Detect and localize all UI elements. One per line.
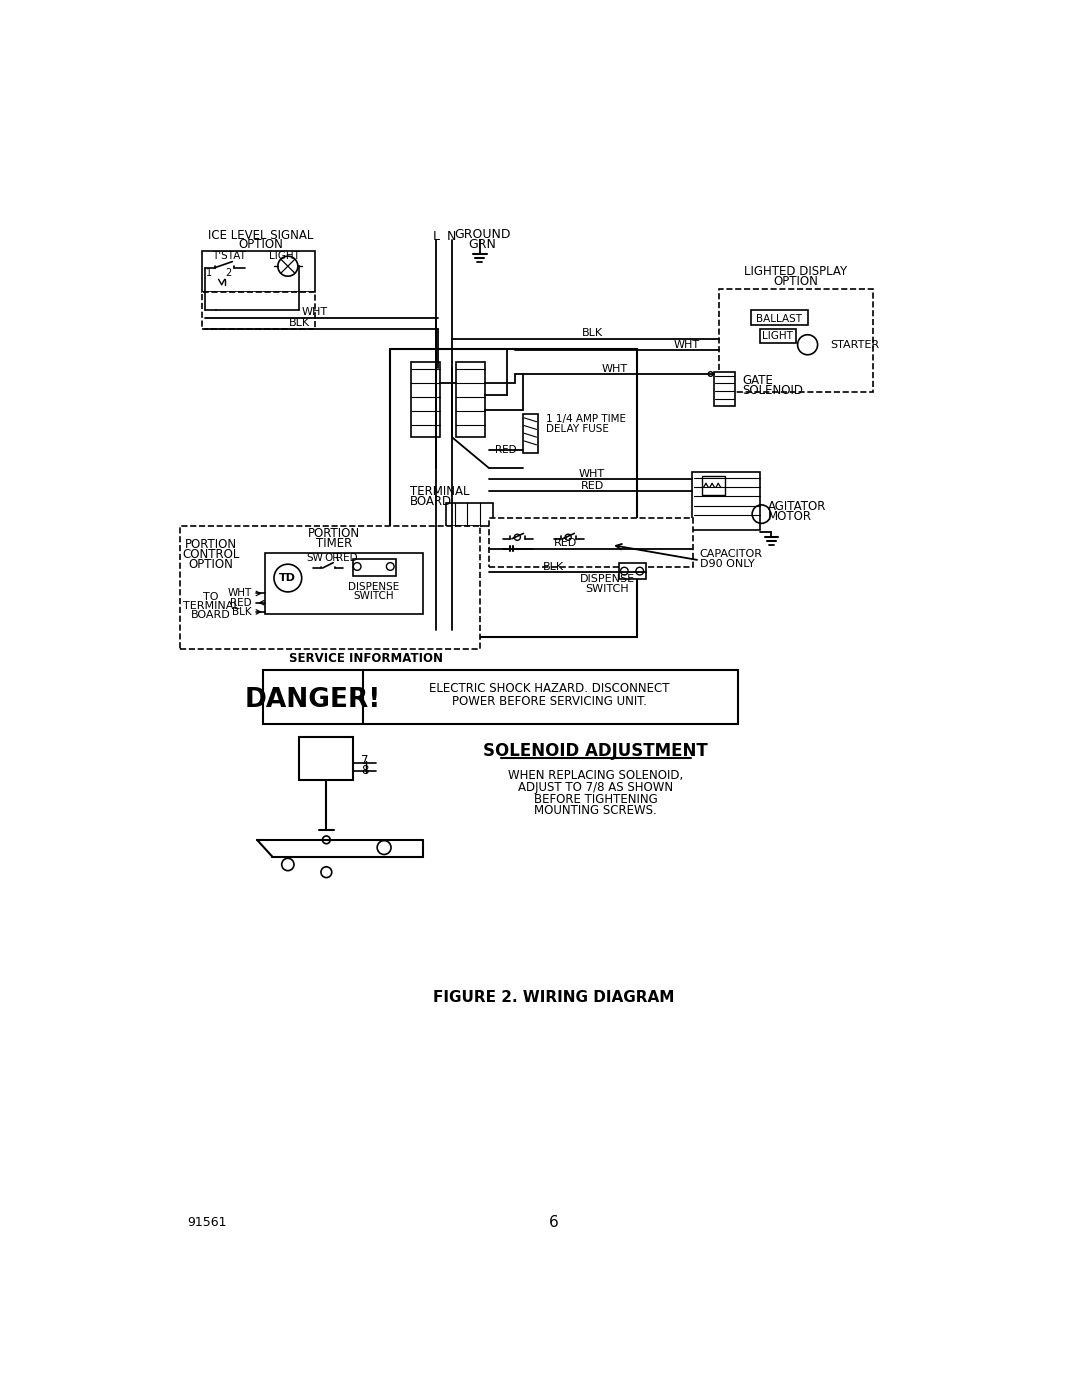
Text: CONTROL: CONTROL xyxy=(183,549,240,562)
Text: LIGHT: LIGHT xyxy=(762,331,793,341)
Text: DISPENSE: DISPENSE xyxy=(349,581,400,591)
Text: 6: 6 xyxy=(549,1215,558,1229)
Text: AGITATOR: AGITATOR xyxy=(768,500,826,513)
Bar xyxy=(619,563,646,578)
Text: TERMINAL: TERMINAL xyxy=(183,601,239,610)
Text: RED: RED xyxy=(580,481,604,490)
Text: 1: 1 xyxy=(206,268,213,278)
Bar xyxy=(702,475,725,495)
Text: GROUND: GROUND xyxy=(455,228,511,242)
Text: POWER BEFORE SERVICING UNIT.: POWER BEFORE SERVICING UNIT. xyxy=(453,694,647,708)
Text: MOTOR: MOTOR xyxy=(768,510,811,522)
Text: SW: SW xyxy=(307,553,323,563)
Text: RED: RED xyxy=(336,553,357,563)
Text: TO: TO xyxy=(203,591,218,602)
Text: SOLENOID ADJUSTMENT: SOLENOID ADJUSTMENT xyxy=(484,742,708,760)
Text: WHT: WHT xyxy=(674,339,700,349)
Text: WHT: WHT xyxy=(579,469,605,479)
Text: WHT: WHT xyxy=(602,363,629,373)
Text: DANGER!: DANGER! xyxy=(245,687,381,712)
Text: STARTER: STARTER xyxy=(831,339,880,349)
Text: SWITCH: SWITCH xyxy=(354,591,394,601)
Bar xyxy=(446,503,494,525)
Text: WHT: WHT xyxy=(228,588,252,598)
Text: PORTION: PORTION xyxy=(308,527,360,539)
Text: WHT: WHT xyxy=(301,307,328,317)
Text: RED: RED xyxy=(553,538,577,549)
Text: DELAY FUSE: DELAY FUSE xyxy=(545,423,609,433)
Text: PORTION: PORTION xyxy=(185,538,237,552)
Text: CAPACITOR: CAPACITOR xyxy=(700,549,762,559)
Bar xyxy=(202,292,314,330)
Text: SOLENOID: SOLENOID xyxy=(742,384,804,397)
Bar xyxy=(456,362,485,437)
Text: LIGHT: LIGHT xyxy=(269,251,299,261)
Text: SERVICE INFORMATION: SERVICE INFORMATION xyxy=(288,652,443,665)
Bar xyxy=(180,525,481,648)
Text: 7: 7 xyxy=(361,754,368,767)
Text: N: N xyxy=(447,231,457,243)
Text: TERMINAL: TERMINAL xyxy=(409,485,469,497)
Text: GATE: GATE xyxy=(742,373,773,387)
Bar xyxy=(760,330,796,344)
Text: L: L xyxy=(433,231,440,243)
Text: RED: RED xyxy=(495,446,516,455)
Bar xyxy=(692,472,760,529)
Text: ICE LEVEL SIGNAL: ICE LEVEL SIGNAL xyxy=(208,229,313,242)
Text: BLK: BLK xyxy=(543,562,564,571)
Bar xyxy=(714,372,735,407)
Text: LIGHTED DISPLAY: LIGHTED DISPLAY xyxy=(744,265,848,278)
Text: SWITCH: SWITCH xyxy=(585,584,630,594)
Text: OR: OR xyxy=(324,553,339,563)
Text: 2: 2 xyxy=(226,268,232,278)
Bar xyxy=(752,310,808,326)
Bar xyxy=(202,251,314,292)
Text: BALLAST: BALLAST xyxy=(756,313,802,324)
Text: BLK: BLK xyxy=(581,328,603,338)
Text: BOARD: BOARD xyxy=(191,610,231,620)
Text: 8: 8 xyxy=(361,764,368,777)
Bar xyxy=(523,414,538,453)
Text: TIMER: TIMER xyxy=(316,536,352,550)
Text: OPTION: OPTION xyxy=(188,559,233,571)
Text: DISPENSE: DISPENSE xyxy=(580,574,635,584)
Bar xyxy=(299,738,353,780)
Text: BEFORE TIGHTENING: BEFORE TIGHTENING xyxy=(534,792,658,806)
Text: 91561: 91561 xyxy=(188,1215,227,1229)
Text: BOARD: BOARD xyxy=(409,495,451,507)
Text: OPTION: OPTION xyxy=(773,275,819,288)
Bar xyxy=(264,669,739,724)
Text: GRN: GRN xyxy=(468,237,496,251)
Text: TD: TD xyxy=(280,573,296,583)
Bar xyxy=(265,553,422,615)
Text: T'STAT: T'STAT xyxy=(212,251,245,261)
Text: ELECTRIC SHOCK HAZARD. DISCONNECT: ELECTRIC SHOCK HAZARD. DISCONNECT xyxy=(430,682,670,696)
Bar xyxy=(719,289,873,393)
Bar xyxy=(353,559,395,576)
Bar xyxy=(390,349,637,637)
Text: D90 ONLY: D90 ONLY xyxy=(700,559,755,569)
Text: 1 1/4 AMP TIME: 1 1/4 AMP TIME xyxy=(545,414,625,423)
Text: FIGURE 2. WIRING DIAGRAM: FIGURE 2. WIRING DIAGRAM xyxy=(433,990,674,1006)
Text: RED: RED xyxy=(230,598,252,608)
Text: ADJUST TO 7/8 AS SHOWN: ADJUST TO 7/8 AS SHOWN xyxy=(518,781,674,793)
Bar xyxy=(489,518,693,567)
Text: WHEN REPLACING SOLENOID,: WHEN REPLACING SOLENOID, xyxy=(509,770,684,782)
Text: BLK: BLK xyxy=(232,606,252,617)
Text: BLK: BLK xyxy=(288,319,310,328)
Text: OPTION: OPTION xyxy=(239,237,283,251)
Bar xyxy=(411,362,441,437)
Text: MOUNTING SCREWS.: MOUNTING SCREWS. xyxy=(535,805,658,817)
